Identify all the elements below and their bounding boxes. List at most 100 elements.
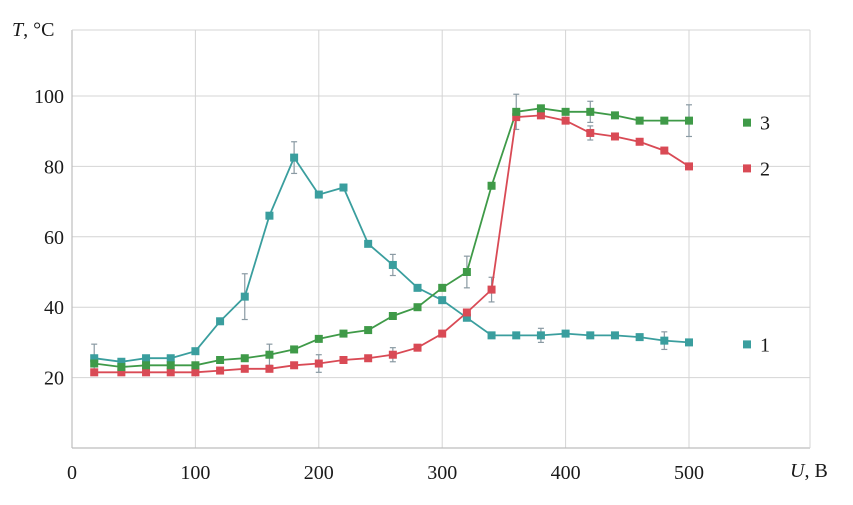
- series-2-point: [364, 354, 373, 363]
- legend-marker-3: [743, 118, 751, 127]
- series-2-line: [94, 114, 690, 374]
- series-2-point: [388, 350, 397, 359]
- series-1-point: [142, 354, 151, 363]
- series-2-point: [438, 329, 447, 338]
- series-1-point: [290, 153, 299, 162]
- series-2-point: [142, 368, 151, 377]
- series-lines: [94, 107, 690, 374]
- series-3-point: [166, 361, 175, 370]
- series-3-point: [364, 326, 373, 335]
- series-3-point: [117, 363, 126, 372]
- x-axis-title: U, В: [790, 460, 828, 482]
- y-tick-label: 20: [44, 368, 64, 390]
- legend-label-3: 3: [760, 113, 770, 135]
- x-tick-label: 100: [180, 462, 210, 484]
- y-tick-label: 60: [44, 227, 64, 249]
- x-tick-label: 300: [427, 462, 457, 484]
- series-2-point: [561, 116, 570, 125]
- series-2-point: [314, 359, 323, 368]
- y-tick-label: 40: [44, 297, 64, 319]
- error-bars: [91, 93, 692, 373]
- x-tick-label: 0: [67, 462, 77, 484]
- series-1-line: [94, 155, 690, 363]
- series-3-point: [339, 329, 348, 338]
- series-3-point: [660, 116, 669, 125]
- series-2-point: [90, 368, 99, 377]
- series-3-point: [90, 359, 99, 368]
- series-3-point: [685, 116, 693, 125]
- grid: [72, 30, 810, 448]
- y-axis-variable: T: [12, 19, 25, 41]
- series-3-point: [586, 107, 595, 116]
- series-2-point: [586, 128, 595, 137]
- series-1-point: [314, 190, 323, 199]
- y-axis-title: T, °C: [12, 19, 54, 41]
- y-tick-label: 80: [44, 156, 64, 178]
- series-points: [90, 104, 693, 377]
- series-3-point: [191, 361, 200, 370]
- series-1-point: [388, 260, 397, 269]
- series-2-point: [487, 285, 496, 294]
- x-axis-variable: U: [790, 460, 806, 482]
- series-2-point: [166, 368, 175, 377]
- series-3-point: [265, 350, 274, 359]
- series-3-point: [290, 345, 299, 354]
- series-1-point: [265, 211, 274, 220]
- series-2-point: [216, 366, 225, 375]
- series-3-point: [561, 107, 570, 116]
- series-2-point: [413, 343, 422, 352]
- series-2-point: [635, 137, 644, 146]
- series-2-point: [512, 113, 521, 122]
- axes: [71, 29, 811, 449]
- series-1-point: [586, 331, 595, 340]
- series-2-point: [240, 364, 249, 373]
- series-1-point: [685, 338, 693, 347]
- series-1-point: [561, 329, 570, 338]
- series-3-point: [635, 116, 644, 125]
- series-1-point: [635, 333, 644, 342]
- series-2-point: [610, 132, 619, 141]
- series-3-point: [413, 303, 422, 312]
- series-2-point: [536, 111, 545, 120]
- series-2-point: [462, 308, 471, 317]
- series-3-point: [536, 104, 545, 113]
- series-3-point: [462, 268, 471, 276]
- y-tick-label: 100: [34, 86, 64, 108]
- series-1-point: [216, 317, 225, 326]
- series-1-point: [117, 357, 126, 366]
- series-3-point: [487, 181, 496, 190]
- series-1-point: [610, 331, 619, 340]
- series-2-point: [290, 361, 299, 370]
- series-1-point: [364, 239, 373, 248]
- series-2-point: [685, 162, 693, 171]
- series-2-point: [117, 368, 126, 377]
- series-1-point: [660, 336, 669, 345]
- series-1-point: [512, 331, 521, 340]
- series-3-point: [388, 312, 397, 320]
- series-1-point: [536, 331, 545, 340]
- series-2-point: [660, 146, 669, 155]
- series-1-point: [462, 313, 471, 322]
- series-1-point: [413, 283, 422, 292]
- series-2-point: [339, 356, 348, 364]
- series-1-point: [191, 347, 200, 356]
- legend-marker-1: [743, 340, 751, 349]
- x-tick-label: 400: [551, 462, 581, 484]
- series-3-line: [94, 107, 689, 368]
- series-1-point: [487, 331, 496, 340]
- series-3-point: [142, 361, 151, 370]
- series-1-point: [438, 296, 447, 305]
- series-2-point: [191, 368, 200, 377]
- series-1-point: [339, 183, 348, 192]
- x-axis-unit: , В: [804, 460, 827, 482]
- x-tick-label: 500: [674, 462, 704, 484]
- series-1-point: [166, 354, 175, 363]
- legend-label-2: 2: [760, 158, 770, 180]
- series-2-point: [265, 364, 274, 373]
- tick-labels: 0 100 200 300 400 500 20 40 60 80 100: [34, 86, 704, 484]
- x-tick-label: 200: [304, 462, 334, 484]
- series-3-point: [216, 356, 225, 364]
- series-1-point: [240, 292, 249, 301]
- series-3-point: [240, 354, 249, 363]
